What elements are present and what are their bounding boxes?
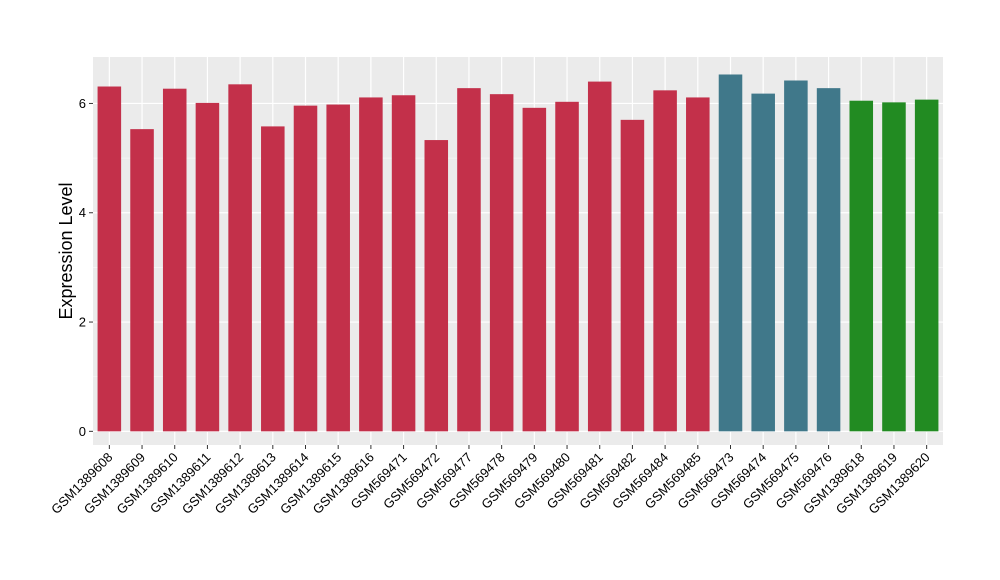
bar (261, 126, 285, 432)
bar (914, 99, 939, 432)
bars (97, 74, 939, 432)
bar (620, 119, 645, 432)
bar (228, 84, 252, 432)
bar (816, 88, 841, 432)
bar (555, 101, 579, 432)
bar (359, 97, 383, 432)
y-tick-label: 0 (79, 424, 86, 439)
bar (686, 97, 710, 432)
x-axis: GSM1389608GSM1389609GSM1389610GSM1389611… (48, 445, 933, 517)
bar (751, 93, 775, 432)
bar (522, 107, 547, 432)
y-axis-title: Expression Level (56, 182, 76, 319)
plot-panel (93, 57, 943, 445)
bar (653, 90, 677, 432)
bar (162, 88, 187, 432)
bar (293, 105, 318, 432)
y-axis: 0 2 4 6 (79, 96, 93, 439)
bar (195, 102, 220, 432)
bar (97, 86, 122, 432)
bar (718, 74, 743, 432)
y-tick-label: 6 (79, 96, 86, 111)
bar (489, 94, 514, 432)
bar (784, 80, 808, 432)
bar (391, 95, 416, 432)
bar (849, 100, 874, 432)
y-tick-label: 2 (79, 315, 86, 330)
bar (587, 81, 612, 432)
bar (326, 104, 350, 432)
bar (457, 88, 481, 432)
bar (424, 140, 449, 432)
y-tick-label: 4 (79, 205, 86, 220)
bar (130, 129, 154, 432)
bar (882, 102, 906, 432)
